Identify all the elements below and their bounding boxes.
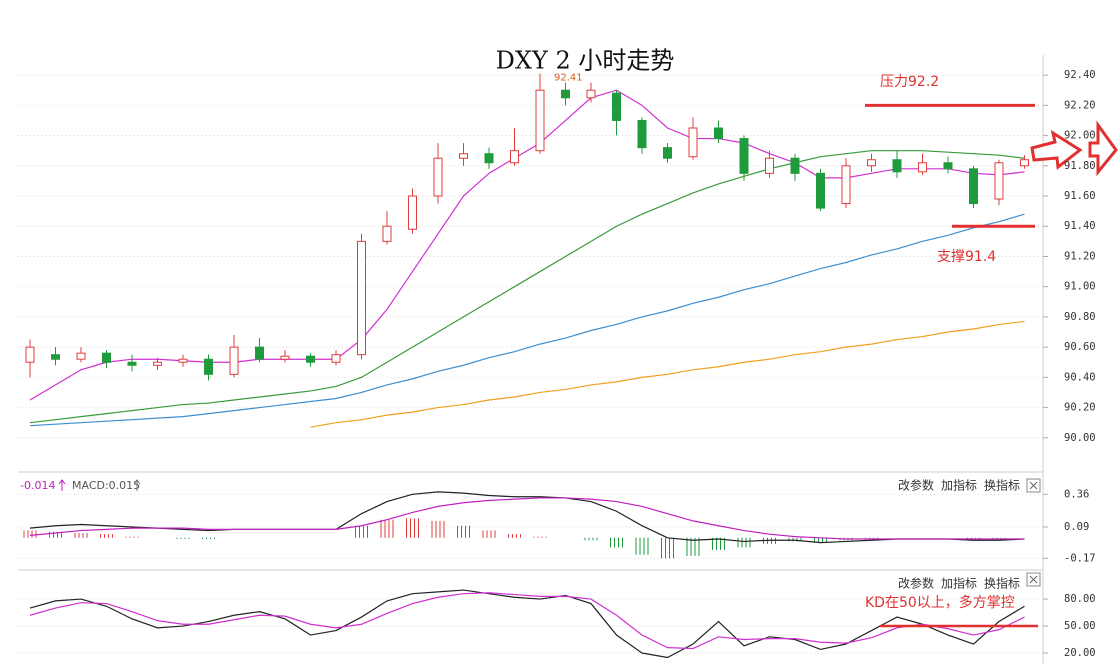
indicator-line bbox=[29, 150, 1025, 424]
candle-body bbox=[204, 358, 213, 375]
indicator-line bbox=[29, 89, 1025, 401]
candle-body bbox=[739, 138, 749, 174]
candle-body bbox=[765, 157, 774, 174]
candle-body bbox=[255, 346, 264, 360]
chart-title: DXY 2 小时走势 bbox=[496, 47, 675, 75]
candle-body bbox=[510, 150, 519, 164]
level-label: 压力92.2 bbox=[880, 74, 939, 90]
candle-body bbox=[867, 159, 876, 167]
indicator-line bbox=[29, 213, 1025, 427]
candle-body bbox=[357, 240, 366, 356]
y-tick-label: 92.20 bbox=[1064, 99, 1096, 111]
panel-button[interactable]: 加指标 bbox=[941, 478, 977, 493]
y-tick-label: 50.00 bbox=[1064, 620, 1096, 632]
max-label: 92.41 bbox=[554, 73, 583, 84]
candle-body bbox=[663, 147, 672, 159]
candle-body bbox=[994, 162, 1004, 200]
y-tick-label: 91.00 bbox=[1064, 281, 1096, 293]
candle-body bbox=[76, 352, 86, 360]
macd-label: MACD:0.015 bbox=[72, 479, 140, 492]
candle-body bbox=[841, 165, 851, 205]
candle-body bbox=[331, 354, 341, 363]
arrow-icon bbox=[1088, 120, 1118, 177]
close-button[interactable] bbox=[1026, 572, 1041, 587]
candle-body bbox=[229, 346, 239, 375]
panel-button[interactable]: 加指标 bbox=[941, 576, 977, 591]
y-tick-label: -0.17 bbox=[1064, 552, 1096, 564]
candle-body bbox=[280, 355, 290, 360]
candle-body bbox=[1020, 159, 1029, 167]
candle-body bbox=[535, 89, 545, 152]
arrow-icon bbox=[58, 479, 66, 491]
y-tick-label: 90.20 bbox=[1064, 402, 1096, 414]
y-tick-label: 91.40 bbox=[1064, 220, 1096, 232]
y-tick-label: 91.20 bbox=[1064, 250, 1096, 262]
close-icon[interactable] bbox=[1029, 575, 1038, 584]
candle-body bbox=[918, 162, 927, 173]
indicator-line bbox=[29, 497, 1025, 540]
candle-body bbox=[637, 119, 647, 149]
candle-body bbox=[612, 92, 621, 121]
candle-body bbox=[892, 159, 902, 173]
y-tick-label: 0.36 bbox=[1064, 488, 1089, 500]
y-tick-label: 92.40 bbox=[1064, 69, 1096, 81]
candle-body bbox=[178, 358, 188, 363]
indicator-line bbox=[29, 491, 1025, 544]
candle-body bbox=[25, 346, 35, 363]
arrow-icon bbox=[133, 479, 141, 491]
y-tick-label: 20.00 bbox=[1064, 647, 1096, 659]
candle-body bbox=[943, 162, 953, 170]
candle-body bbox=[127, 361, 137, 366]
y-tick-label: 91.60 bbox=[1064, 190, 1096, 202]
candle-body bbox=[459, 153, 468, 159]
close-icon[interactable] bbox=[1029, 481, 1038, 490]
candle-body bbox=[51, 354, 60, 360]
candle-body bbox=[714, 127, 723, 140]
candle-body bbox=[102, 352, 111, 363]
panel-button[interactable]: 换指标 bbox=[984, 478, 1020, 493]
y-tick-label: 91.80 bbox=[1064, 160, 1096, 172]
candle-body bbox=[969, 168, 978, 205]
indicator-line bbox=[29, 592, 1025, 650]
y-tick-label: 0.09 bbox=[1064, 521, 1089, 533]
candle-body bbox=[306, 355, 315, 363]
panel-button[interactable]: 换指标 bbox=[984, 576, 1020, 591]
candle-body bbox=[433, 157, 443, 197]
level-label: KD在50以上，多方掌控 bbox=[865, 594, 1015, 611]
panel-button[interactable]: 改参数 bbox=[898, 478, 934, 493]
candle-body bbox=[408, 195, 417, 230]
y-tick-label: 92.00 bbox=[1064, 130, 1096, 142]
arrow-icon bbox=[1030, 129, 1083, 170]
y-tick-label: 90.80 bbox=[1064, 311, 1096, 323]
indicator-line bbox=[310, 320, 1025, 428]
candle-body bbox=[382, 225, 392, 242]
level-label: 支撑91.4 bbox=[937, 249, 996, 265]
y-tick-label: 90.00 bbox=[1064, 432, 1096, 444]
y-tick-label: 90.40 bbox=[1064, 371, 1096, 383]
candle-body bbox=[561, 89, 570, 99]
candle-body bbox=[153, 361, 162, 366]
candle-body bbox=[688, 127, 698, 158]
panel-button[interactable]: 改参数 bbox=[898, 576, 934, 591]
y-tick-label: 80.00 bbox=[1064, 593, 1096, 605]
dif-label: -0.014 bbox=[20, 479, 55, 492]
candle-body bbox=[790, 157, 800, 174]
y-tick-label: 90.60 bbox=[1064, 341, 1096, 353]
close-button[interactable] bbox=[1026, 478, 1041, 493]
candle-body bbox=[484, 153, 494, 164]
candle-body bbox=[586, 89, 596, 99]
candle-body bbox=[816, 172, 825, 209]
